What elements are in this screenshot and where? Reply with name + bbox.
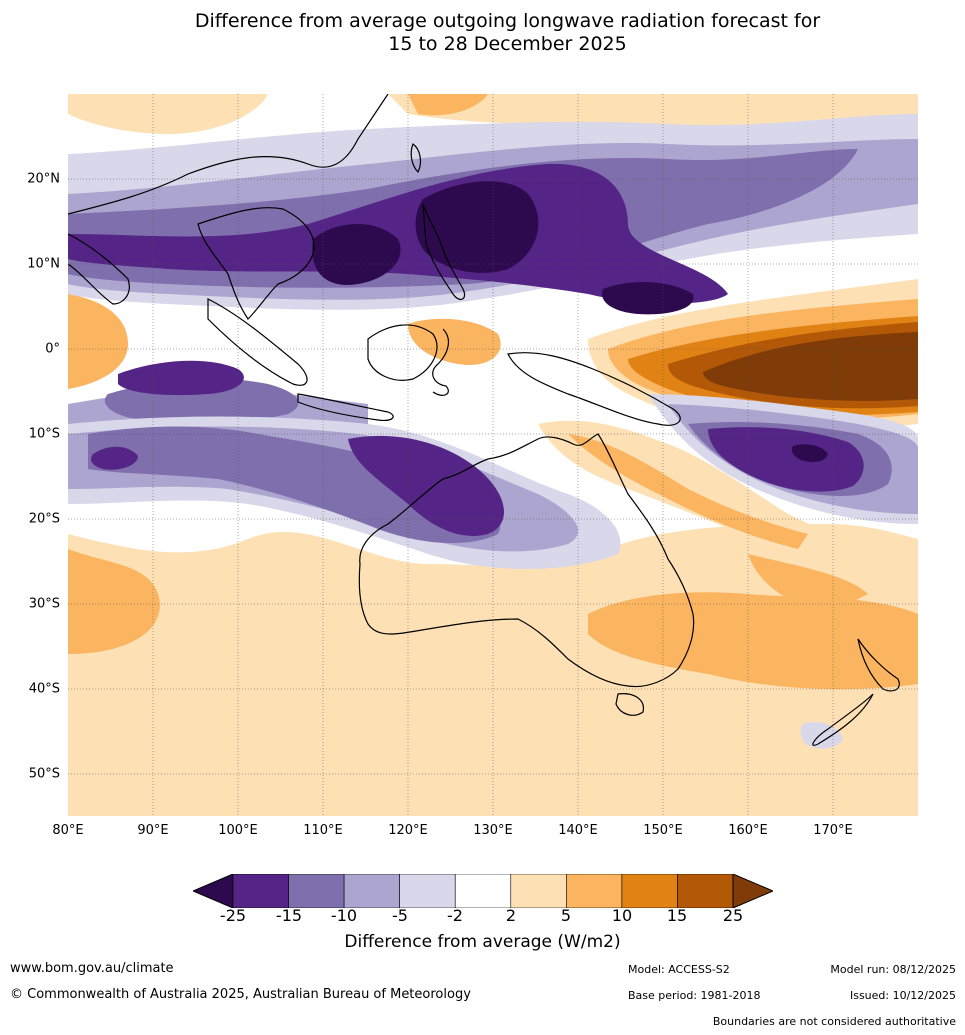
australia-coast (358, 433, 695, 688)
colorbar-tick: -10 (330, 906, 358, 925)
website-link[interactable]: www.bom.gov.au/climate (10, 961, 174, 976)
colorbar-tick: -2 (447, 906, 463, 925)
colorbar-segment (343, 874, 400, 908)
pacific-darkest-blob (602, 282, 694, 315)
colorbar-segment (288, 874, 345, 908)
colorbar-segment (621, 874, 678, 908)
taiwan-coast (410, 143, 422, 174)
north-china-light (68, 94, 268, 134)
tasmania-coast (615, 693, 645, 716)
south-china-sea-darkest (312, 224, 401, 285)
indian-ocean-orange (68, 549, 160, 654)
new-guinea-coast (507, 352, 681, 426)
lat-label-30s: 30°S (28, 596, 60, 612)
colorbar-segment (677, 874, 734, 908)
colorbar-segment (399, 874, 456, 908)
model-run-text: Model run: 08/12/2025 (830, 963, 956, 976)
lon-label-100e: 100°E (218, 823, 258, 838)
sulawesi-coast (432, 328, 450, 396)
lat-label-20s: 20°S (28, 511, 60, 527)
borneo-coast (367, 324, 438, 381)
west-indian-ocean-orange (68, 294, 128, 389)
java-coast (297, 393, 394, 421)
graticule (68, 94, 918, 816)
lat-label-0: 0° (45, 341, 60, 357)
colorbar-tick: -25 (219, 906, 247, 925)
equatorial-indian-dark (118, 360, 244, 396)
colorbar-tick: 2 (505, 906, 517, 925)
south-china-coast (68, 94, 389, 215)
colorbar-tick: 10 (611, 906, 633, 925)
colorbar-tick: -5 (392, 906, 408, 925)
disclaimer-text: Boundaries are not considered authoritat… (712, 1015, 956, 1028)
colorbar-segment (232, 874, 289, 908)
colorbar-label: Difference from average (W/m2) (344, 932, 621, 952)
tasman-orange (748, 554, 868, 614)
base-period-text: Base period: 1981-2018 (628, 989, 761, 1002)
lat-label-10n: 10°N (27, 256, 60, 272)
title-line-1: Difference from average outgoing longwav… (194, 10, 821, 32)
india-coast (68, 233, 130, 305)
nw-australia-dark (348, 435, 505, 536)
new-zealand-south (812, 693, 874, 746)
colorbar-segment (193, 874, 234, 908)
lat-label-10s: 10°S (28, 426, 60, 442)
colorbar-tick: 15 (666, 906, 688, 925)
sumatra-coast (207, 298, 308, 386)
colorbar-tick: 25 (722, 906, 744, 925)
lon-label-140e: 140°E (558, 823, 598, 838)
coastlines (68, 94, 900, 746)
colorbar-segment (732, 874, 773, 908)
south-indian-mid (88, 426, 501, 544)
lon-label-90e: 90°E (137, 823, 169, 838)
maritime-orange (408, 318, 501, 365)
lat-label-50s: 50°S (28, 766, 60, 782)
north-pacific-orange (408, 94, 488, 116)
title-line-2: 15 to 28 December 2025 (388, 33, 627, 55)
colorbar-segment (510, 874, 567, 908)
colorbar-segment (454, 874, 512, 908)
indian-ocean-dark-blob (91, 446, 138, 470)
philippine-sea-darkest (415, 181, 539, 273)
lon-label-170e: 170°E (813, 823, 853, 838)
lon-label-120e: 120°E (388, 823, 428, 838)
coral-sea-darkest (791, 444, 828, 462)
north-band-dark (68, 163, 728, 304)
issued-text: Issued: 10/12/2025 (849, 989, 956, 1002)
coral-sea-dark (708, 427, 864, 492)
lon-label-80e: 80°E (52, 823, 84, 838)
lat-label-40s: 40°S (28, 681, 60, 697)
model-text: Model: ACCESS-S2 (628, 963, 730, 976)
lon-label-130e: 130°E (473, 823, 513, 838)
chart-title: Difference from average outgoing longwav… (0, 10, 965, 56)
lon-label-110e: 110°E (303, 823, 343, 838)
east-pacific-darkest (703, 332, 918, 401)
indochina-coast (197, 207, 315, 320)
lon-label-150e: 150°E (643, 823, 683, 838)
nz-light-blob (800, 722, 843, 749)
colorbar (193, 874, 773, 908)
se-australia-orange (588, 592, 918, 690)
lon-label-160e: 160°E (728, 823, 768, 838)
olr-anomaly-map (68, 94, 918, 816)
lat-label-20n: 20°N (27, 171, 60, 187)
colorbar-segment (566, 874, 623, 908)
new-zealand-north (857, 638, 900, 692)
colorbar-tick: 5 (560, 906, 572, 925)
colorbar-tick: -15 (275, 906, 303, 925)
philippines-coast (422, 203, 466, 301)
copyright-text: © Commonwealth of Australia 2025, Austra… (10, 987, 471, 1002)
